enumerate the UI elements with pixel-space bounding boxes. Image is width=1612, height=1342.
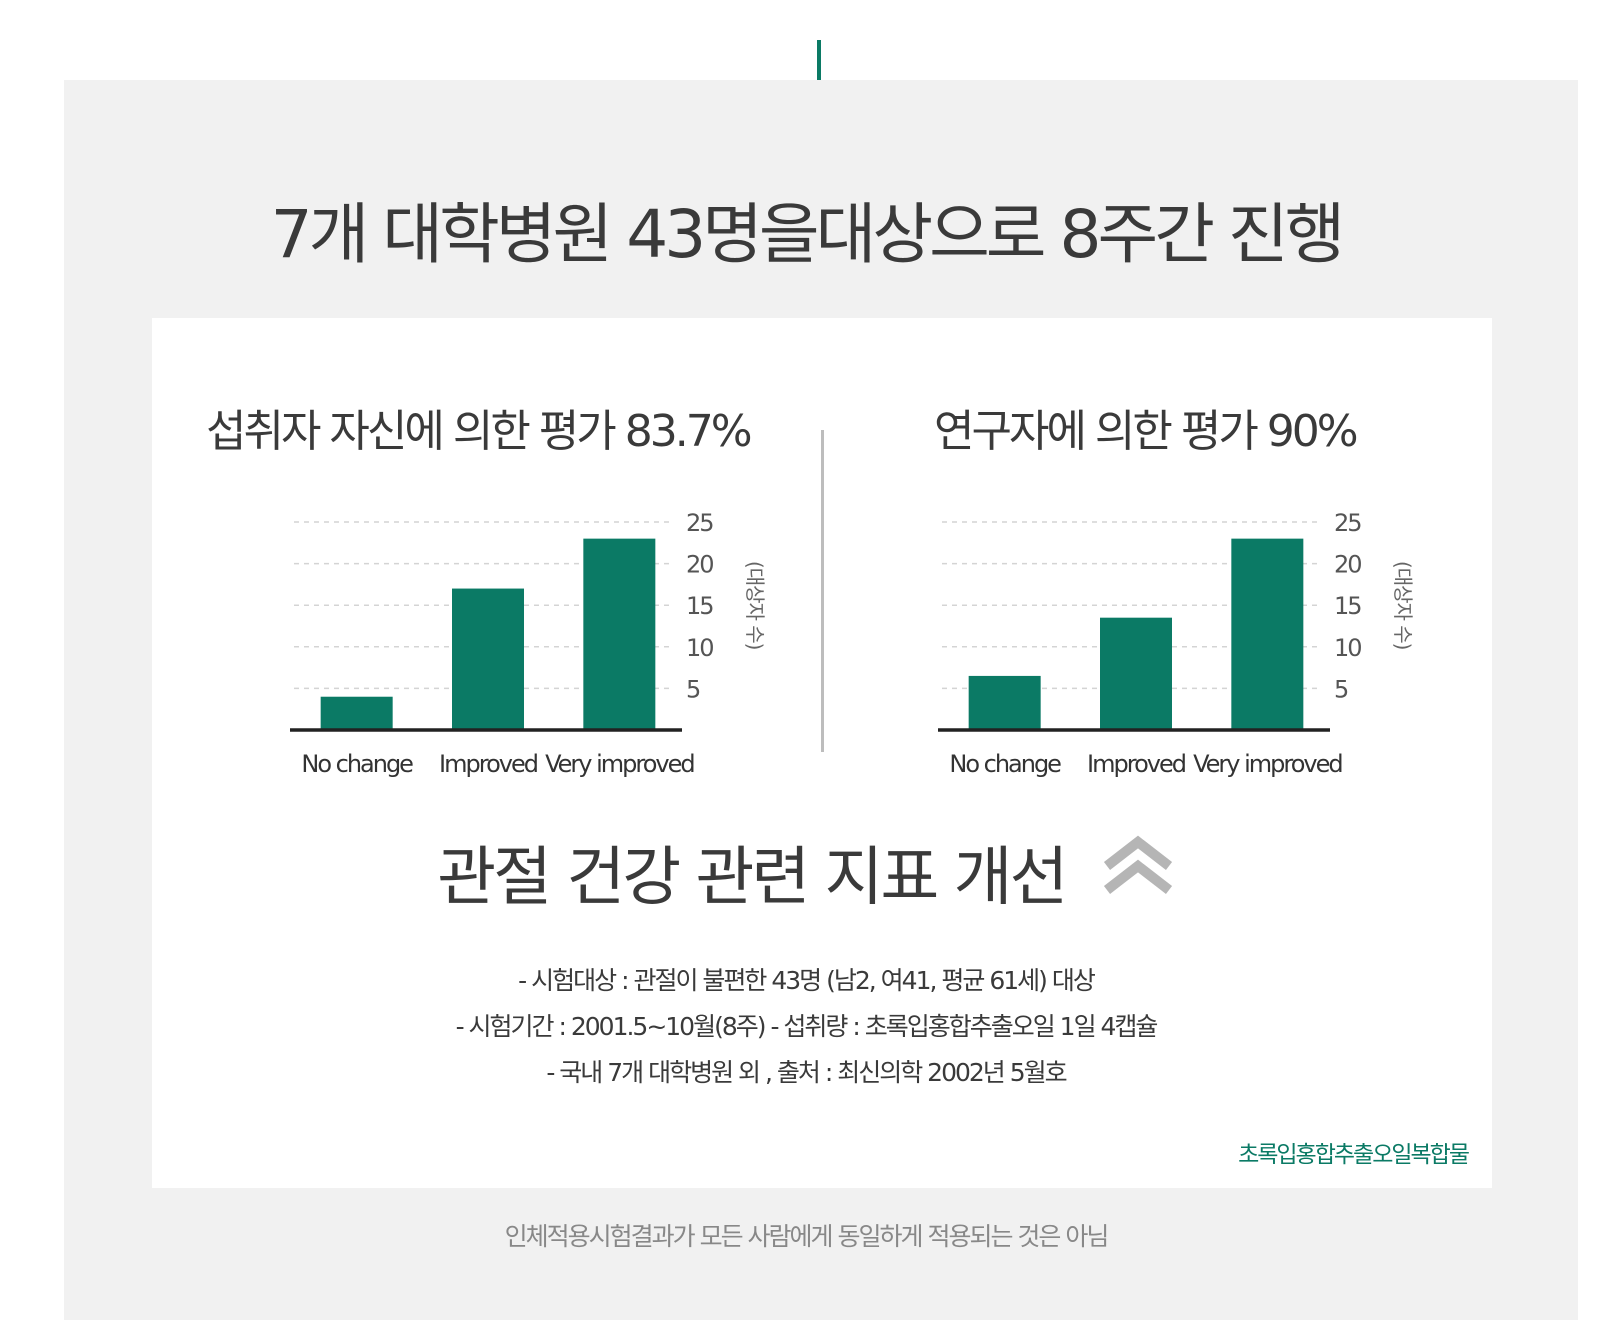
improvement-heading: 관절 건강 관련 지표 개선 [0, 836, 1612, 923]
y-tick-label: 5 [686, 675, 700, 703]
study-note-subjects: - 시험대상 : 관절이 불편한 43명 (남2, 여41, 평균 61세) 대… [518, 966, 1096, 995]
bar [968, 675, 1041, 730]
study-note-source: - 국내 7개 대학병원 외 , 출처 : 최신의학 2002년 5월호 [546, 1058, 1067, 1087]
disclaimer: 인체적용시험결과가 모든 사람에게 동일하게 적용되는 것은 아님 [504, 1222, 1110, 1251]
brand-label: 초록입홍합추출오일복합물 [1238, 1142, 1470, 1168]
bar [1231, 538, 1304, 730]
y-tick-label: 25 [1334, 509, 1361, 537]
y-tick-label: 25 [686, 509, 713, 537]
y-axis-label: (대상자 수) [743, 561, 767, 650]
chart-2-title: 연구자에 의한 평가 90% [934, 406, 1359, 457]
y-tick-label: 15 [1334, 592, 1361, 620]
study-notes: - 시험대상 : 관절이 불편한 43명 (남2, 여41, 평균 61세) 대… [0, 958, 1612, 1096]
bar [1100, 617, 1172, 730]
chart-1-self-assessment: 5 10 15 20 25 No change Improved Very improved (… [290, 509, 767, 778]
x-tick-label: No change [301, 750, 413, 778]
bar [452, 588, 524, 730]
y-tick-label: 10 [1334, 634, 1361, 662]
x-tick-label: Improved [1087, 750, 1186, 778]
y-axis-label: (대상자 수) [1391, 561, 1415, 650]
chart-2-researcher-assessment: 5 10 15 20 25 No change Improved Very improved (… [938, 509, 1415, 778]
y-tick-label: 20 [1334, 551, 1361, 579]
x-tick-label: No change [949, 750, 1061, 778]
improvement-heading-text: 관절 건강 관련 지표 개선 [437, 841, 1068, 915]
x-tick-label: Very improved [545, 750, 694, 778]
x-tick-label: Very improved [1193, 750, 1342, 778]
study-note-period: - 시험기간 : 2001.5~10월(8주) - 섭취량 : 초록입홍합추출오… [455, 1012, 1159, 1041]
y-tick-label: 10 [686, 634, 713, 662]
bar [320, 696, 393, 730]
double-chevron-up-icon [1101, 833, 1175, 917]
headline: 7개 대학병원 43명을대상으로 8주간 진행 [270, 196, 1346, 273]
chart-divider [821, 430, 824, 752]
bar [583, 538, 656, 730]
y-tick-label: 20 [686, 551, 713, 579]
x-tick-label: Improved [439, 750, 538, 778]
y-tick-label: 5 [1334, 675, 1348, 703]
y-tick-label: 15 [686, 592, 713, 620]
chart-1-title: 섭취자 자신에 의한 평가 83.7% [206, 406, 753, 457]
